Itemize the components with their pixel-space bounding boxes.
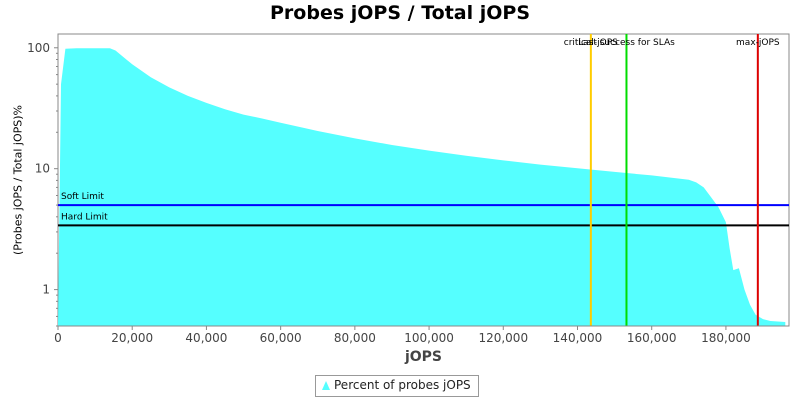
reference-label-v-2: critical-jOPS [564, 38, 618, 48]
reference-label-v-3: Last success for SLAs [578, 38, 675, 48]
chart-title: Probes jOPS / Total jOPS [270, 2, 530, 24]
x-tick-label: 60,000 [260, 331, 302, 345]
legend-label: Percent of probes jOPS [334, 378, 471, 392]
x-tick-label: 20,000 [111, 331, 153, 345]
x-tick-label: 180,000 [701, 331, 751, 345]
x-tick-label: 40,000 [185, 331, 227, 345]
x-tick-label: 140,000 [553, 331, 603, 345]
x-tick-label: 0 [54, 331, 62, 345]
y-axis-title: (Probes jOPS / Total jOPS)% [11, 104, 25, 256]
y-tick-label: 10 [35, 162, 50, 176]
reference-label-v-4: max-jOPS [736, 38, 780, 48]
reference-label-h-1: Hard Limit [61, 212, 108, 222]
legend-swatch-icon [322, 381, 330, 390]
y-tick-label: 1 [42, 283, 50, 297]
x-tick-label: 120,000 [478, 331, 528, 345]
y-tick-label: 100 [27, 41, 50, 55]
x-tick-label: 100,000 [404, 331, 454, 345]
reference-label-h-0: Soft Limit [61, 192, 104, 202]
x-axis-title: jOPS [404, 349, 443, 365]
x-tick-label: 80,000 [334, 331, 376, 345]
legend: Percent of probes jOPS [315, 375, 479, 397]
x-tick-label: 160,000 [627, 331, 677, 345]
area-series-0 [58, 48, 786, 327]
